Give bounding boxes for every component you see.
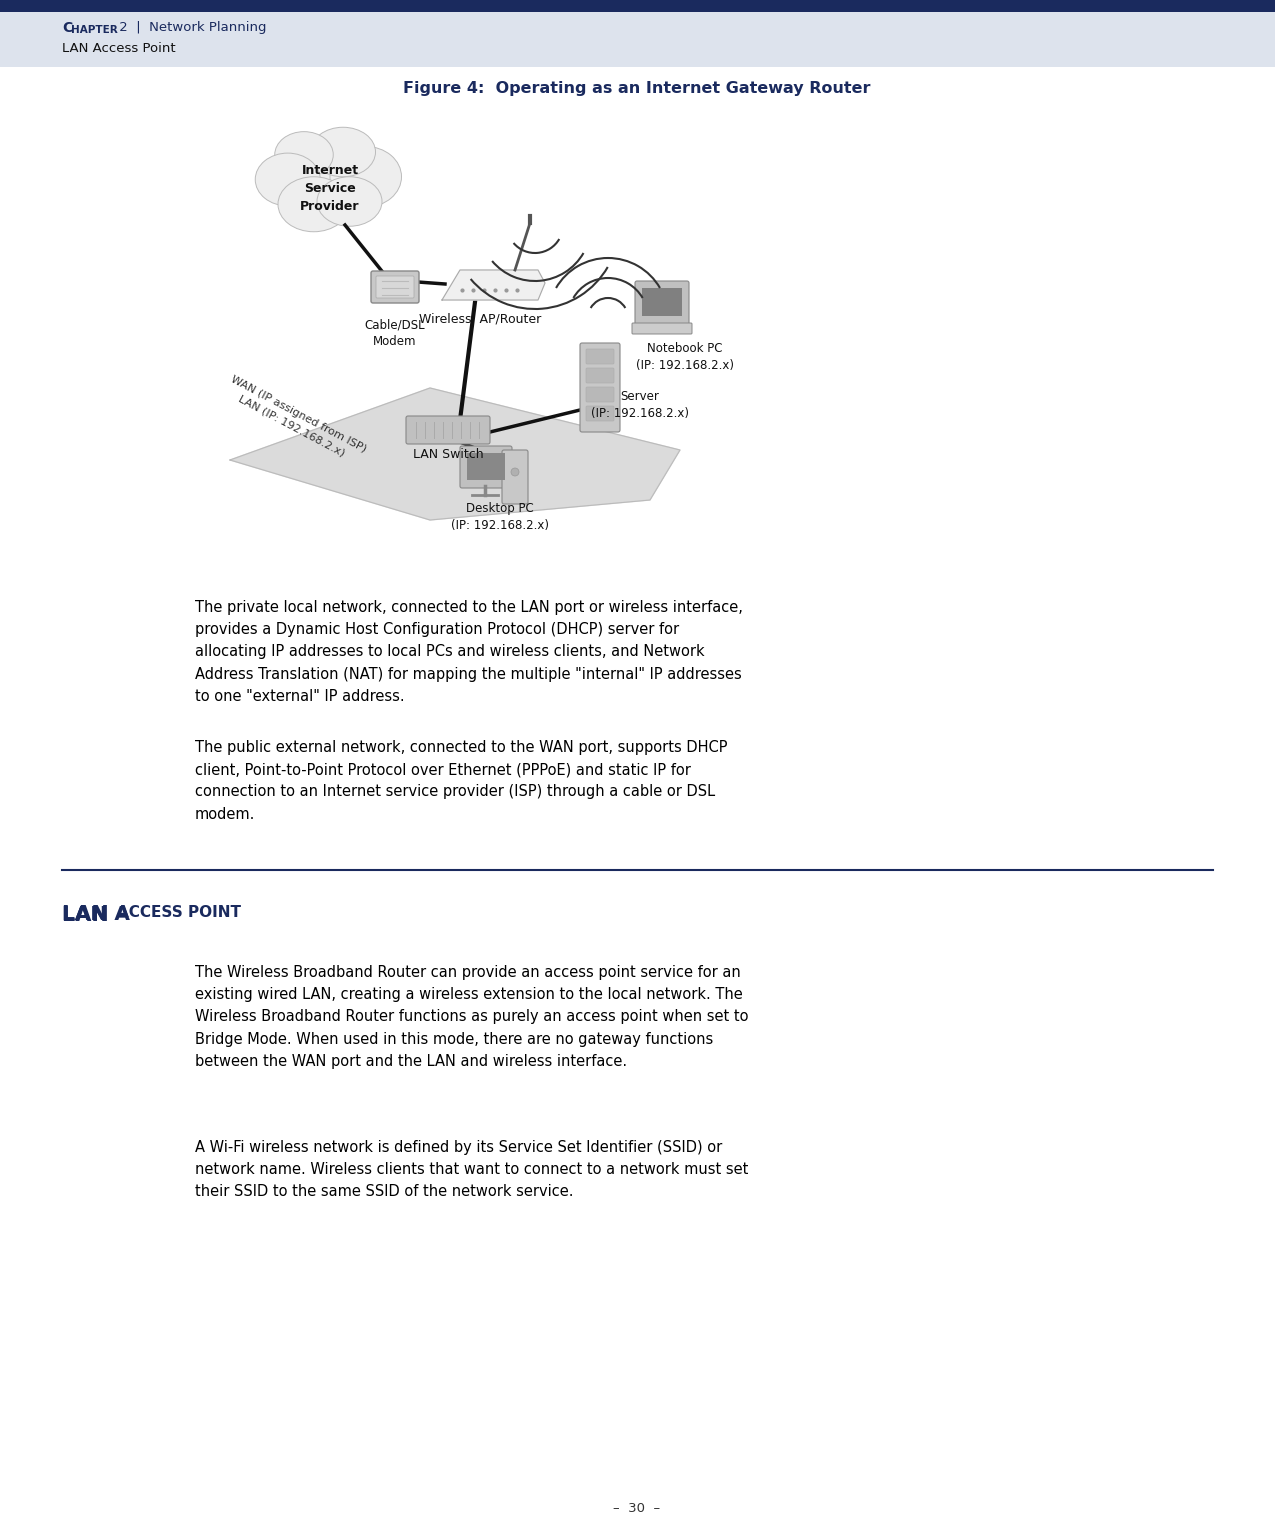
Text: C: C [62,21,73,35]
Text: Desktop PC
(IP: 192.168.2.x): Desktop PC (IP: 192.168.2.x) [451,502,550,532]
Text: Wireless  AP/Router: Wireless AP/Router [419,313,541,325]
Text: LAN Access Point: LAN Access Point [62,43,176,55]
FancyBboxPatch shape [460,446,513,489]
FancyBboxPatch shape [632,323,692,334]
Text: LAN A: LAN A [62,905,130,924]
Text: 2  |  Network Planning: 2 | Network Planning [115,21,266,35]
FancyBboxPatch shape [371,271,419,303]
Ellipse shape [317,176,382,227]
Text: Server
(IP: 192.168.2.x): Server (IP: 192.168.2.x) [592,391,688,420]
Text: The Wireless Broadband Router can provide an access point service for an
existin: The Wireless Broadband Router can provid… [195,965,748,1069]
FancyBboxPatch shape [580,343,620,432]
Text: ACCESS POINT: ACCESS POINT [117,905,241,921]
FancyBboxPatch shape [586,406,615,421]
Text: –  30  –: – 30 – [613,1501,660,1515]
Text: HAPTER: HAPTER [71,25,117,35]
Bar [643,288,682,316]
Text: WAN (IP assigned from ISP)
LAN (IP: 192.168.2.x): WAN (IP assigned from ISP) LAN (IP: 192.… [222,374,367,466]
Text: Notebook PC
(IP: 192.168.2.x): Notebook PC (IP: 192.168.2.x) [636,342,734,372]
Text: The private local network, connected to the LAN port or wireless interface,
prov: The private local network, connected to … [195,601,743,703]
Ellipse shape [330,147,402,207]
FancyBboxPatch shape [376,276,414,299]
Ellipse shape [311,127,376,176]
Bar [467,453,505,480]
FancyBboxPatch shape [502,450,528,504]
Text: Internet
Service
Provider: Internet Service Provider [300,164,360,213]
FancyBboxPatch shape [586,349,615,365]
Text: A Wi-Fi wireless network is defined by its Service Set Identifier (SSID) or
netw: A Wi-Fi wireless network is defined by i… [195,1140,748,1200]
Text: The public external network, connected to the WAN port, supports DHCP
client, Po: The public external network, connected t… [195,740,728,821]
Polygon shape [230,388,680,519]
Ellipse shape [284,149,376,221]
Ellipse shape [511,467,519,476]
FancyBboxPatch shape [586,368,615,383]
Ellipse shape [278,176,349,231]
Text: Cable/DSL
Modem: Cable/DSL Modem [365,319,426,348]
Polygon shape [442,270,544,300]
Text: Figure 4:  Operating as an Internet Gateway Router: Figure 4: Operating as an Internet Gatew… [403,81,871,95]
Ellipse shape [255,153,320,205]
Bar [0,12,1275,67]
FancyBboxPatch shape [635,280,689,325]
Text: LAN: LAN [62,905,115,924]
FancyBboxPatch shape [405,417,490,444]
Text: LAN: LAN [62,905,116,925]
Text: LAN Switch: LAN Switch [413,447,483,461]
Ellipse shape [274,132,333,178]
FancyBboxPatch shape [586,388,615,401]
Bar [0,0,1275,12]
